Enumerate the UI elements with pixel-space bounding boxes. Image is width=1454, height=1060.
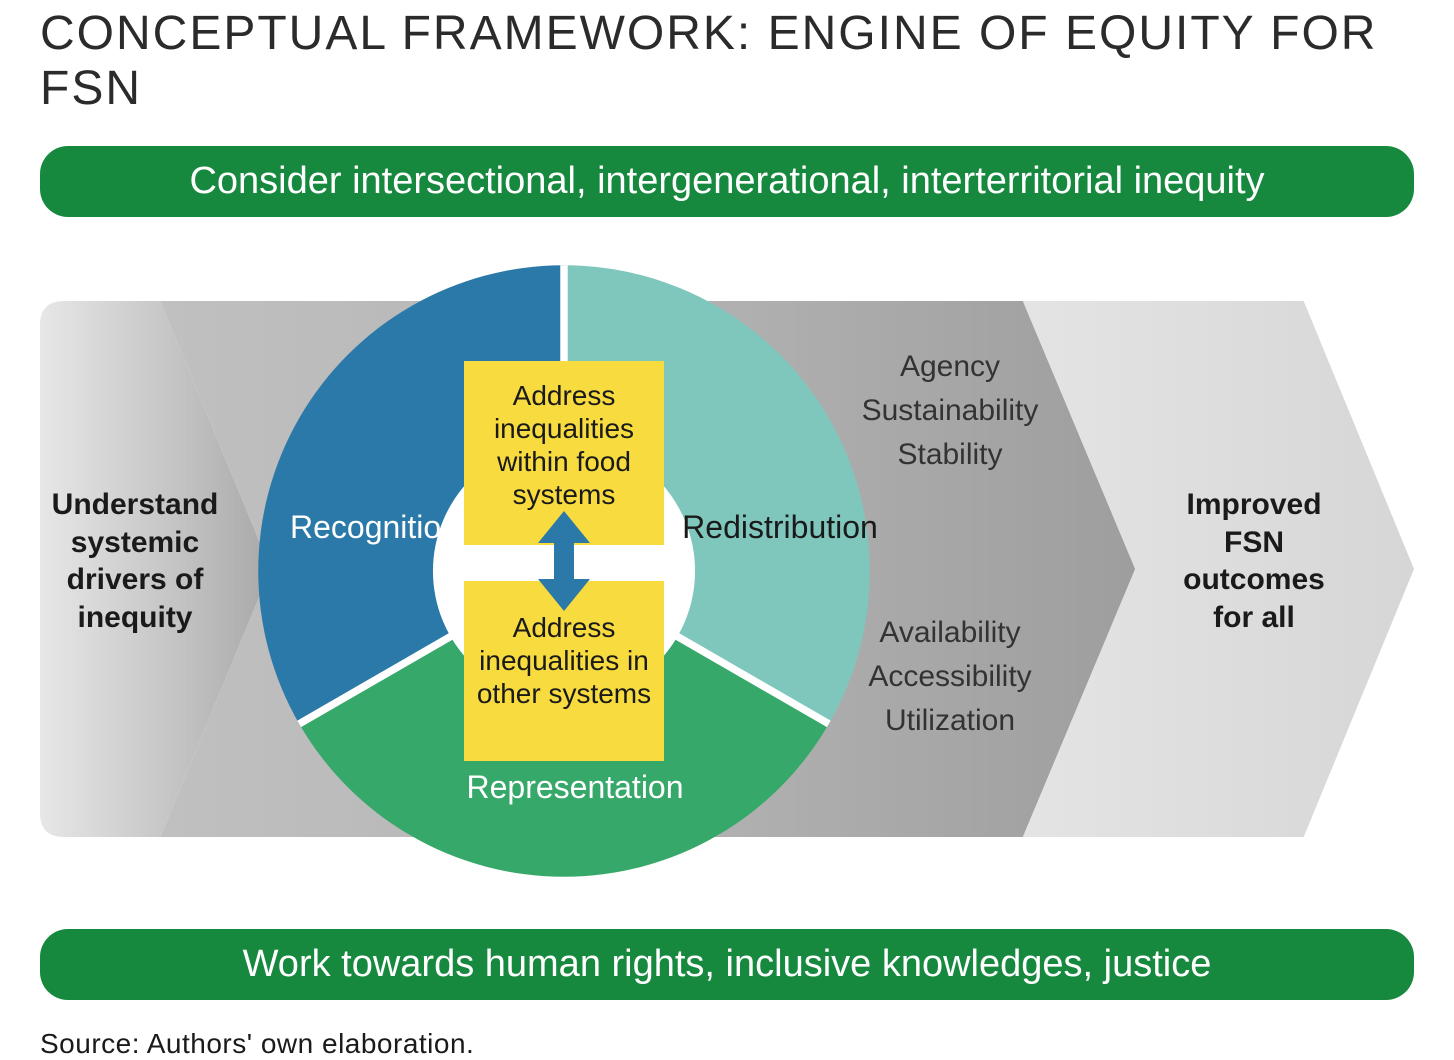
diagram-area: Understand systemic drivers of inequity … [40, 261, 1414, 881]
flow-right-label: Improved FSN outcomes for all [1174, 486, 1334, 636]
pie-label-recognition: Recognition [290, 509, 470, 546]
source-text: Source: Authors' own elaboration. [40, 1028, 1414, 1060]
pie-label-representation: Representation [465, 769, 685, 806]
bidirectional-arrow-icon [524, 511, 604, 611]
banner-bottom: Work towards human rights, inclusive kno… [40, 929, 1414, 1000]
banner-top: Consider intersectional, intergeneration… [40, 146, 1414, 217]
flow-left-label: Understand systemic drivers of inequity [45, 486, 225, 636]
page-title: CONCEPTUAL FRAMEWORK: ENGINE OF EQUITY F… [40, 0, 1414, 116]
pie-label-redistribution: Redistribution [680, 509, 880, 546]
